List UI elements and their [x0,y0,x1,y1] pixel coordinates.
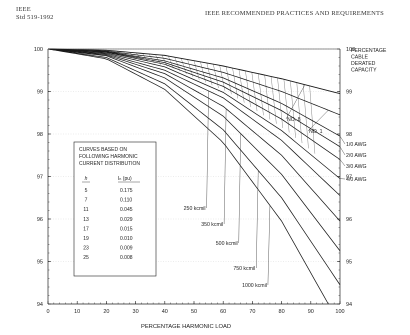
table-row-h: 13 [83,217,89,223]
curve-no-8 [47,48,341,95]
curve-1000-kcmil [47,48,329,305]
table-title-line: CURRENT DISTRIBUTION [79,161,140,167]
label-leader [256,170,259,269]
y-tick-label-right: 99 [346,90,352,96]
series-label-1000-kcmil: 1000 kcmil [242,283,267,289]
y-tick-label-right: 97 [346,175,352,181]
table-row-h: 25 [83,255,89,261]
header-left: IEEE Std 519-1992 [16,6,54,22]
y-tick-label-left: 99 [37,90,43,96]
curve-2-0-awg [47,48,341,148]
curve-3-0-awg [47,48,341,160]
curve-no-1 [47,48,341,116]
table-row-ih: 0.015 [120,226,133,232]
y-axis-label-right: CAPACITY [351,68,377,74]
label-leader [339,159,346,167]
table-row-ih: 0.175 [120,188,133,194]
table-col-h: h [85,176,88,182]
table-row-ih: 0.029 [120,217,133,223]
y-axis-label-right: CABLE [351,55,369,61]
series-label-2-0-awg: 2/0 AWG [346,153,367,159]
x-tick-label: 10 [74,309,80,315]
table-row-ih: 0.110 [120,198,132,204]
series-label-750-kcmil: 750 kcmil [233,266,255,272]
label-leader [339,136,346,145]
x-tick-label: 40 [162,309,168,315]
x-tick-label: 50 [191,309,197,315]
series-label-no-8: NO. 8 [287,117,301,123]
y-tick-label-left: 94 [37,302,43,308]
header-std: Std 519-1992 [16,14,54,21]
y-axis-label-right: PERCENTAGE [351,48,387,54]
table-row-h: 5 [85,188,88,194]
series-label-500-kcmil: 500 kcmil [216,241,238,247]
y-tick-label-right: 100 [346,47,355,53]
label-leader [206,90,209,209]
x-tick-label: 60 [220,309,226,315]
y-tick-label-left: 96 [37,217,43,223]
x-tick-label: 100 [335,309,344,315]
x-tick-label: 0 [46,309,49,315]
series-label-4-0-awg: 4/0 AWG [346,177,367,183]
label-leader [339,146,346,156]
x-tick-label: 90 [308,309,314,315]
y-tick-label-left: 97 [37,175,43,181]
table-row-h: 7 [85,198,88,204]
label-leader [223,108,227,225]
y-axis-label-right: DERATED [351,61,376,67]
header-org: IEEE [16,6,31,13]
y-tick-label-right: 98 [346,132,352,138]
table-col-ih: Iₕ (pu) [118,176,132,182]
x-tick-label: 30 [133,309,139,315]
series-label-1-0-awg: 1/0 AWG [346,142,367,148]
series-label-350-kcmil: 350 kcmil [201,222,223,228]
table-row-ih: 0.010 [120,236,133,242]
y-tick-label-left: 95 [37,260,43,266]
curve-750-kcmil [47,48,341,286]
table-row-h: 11 [83,207,88,213]
curve-500-kcmil [47,48,341,252]
hatch-line [303,84,309,149]
table-row-ih: 0.009 [120,246,133,252]
table-row-ih: 0.045 [120,207,133,213]
x-tick-label: 70 [249,309,255,315]
label-leader [285,84,306,120]
curve-1-0-awg [47,48,341,137]
series-label-no-1: NO. 1 [309,129,323,135]
label-leader [267,205,271,286]
table-row-h: 23 [83,246,89,252]
series-labels: NO. 8 NO. 1 1/0 AWG 2/0 AWG 3/0 AWG 4/0 AWG 25… [184,84,367,289]
curve-250-kcmil [47,48,341,196]
table-row-h: 17 [83,226,89,232]
y-tick-label-right: 94 [346,302,352,308]
curve-4-0-awg [47,48,341,179]
y-tick-label-left: 98 [37,132,43,138]
series-label-3-0-awg: 3/0 AWG [346,164,367,170]
hatch-line [168,55,174,69]
harmonic-table-box [73,141,157,277]
table-row-h: 19 [83,236,89,242]
chart-curves [47,48,341,305]
y-tick-label-right: 96 [346,217,352,223]
table-row-ih: 0.008 [120,255,133,261]
label-leader [307,110,329,132]
x-axis-label: PERCENTAGE HARMONIC LOAD [141,324,231,330]
curve-350-kcmil [47,48,341,222]
y-tick-label-right: 95 [346,260,352,266]
x-tick-label: 80 [279,309,285,315]
x-tick-label: 20 [103,309,109,315]
y-tick-label-left: 100 [34,47,43,53]
table-title-line: CURVES BASED ON [79,147,127,153]
table-title-line: FOLLOWING HARMONIC [79,154,138,160]
header-title: IEEE RECOMMENDED PRACTICES AND REQUIREME… [204,10,384,17]
label-leader [238,133,241,244]
series-label-250-kcmil: 250 kcmil [184,206,206,212]
hatch-line [309,85,316,154]
